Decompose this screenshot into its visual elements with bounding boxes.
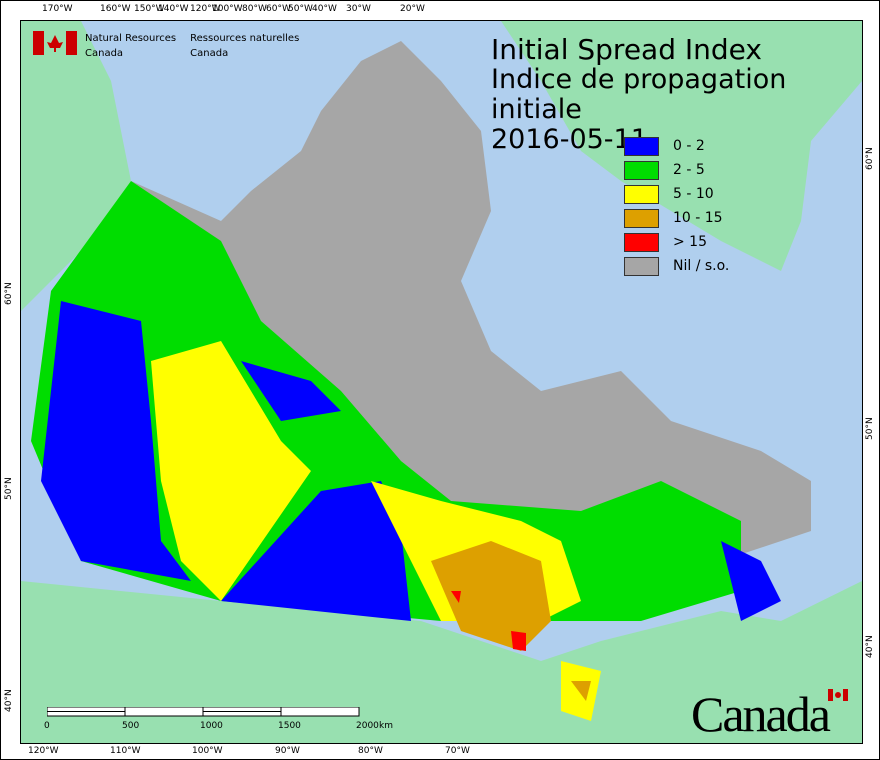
top-tick-label: 20°W xyxy=(400,4,425,14)
canada-flag-icon xyxy=(33,31,77,55)
legend: 0 - 2 2 - 5 5 - 10 10 - 15 > 15 Nil / s.o. xyxy=(624,134,729,278)
legend-swatch xyxy=(624,184,659,204)
title-date: 2016-05-11 xyxy=(491,124,648,155)
scale-unit: km xyxy=(379,721,393,731)
left-tick-label: 40°N xyxy=(4,689,14,712)
agency-fr-2: Canada xyxy=(190,48,229,59)
top-tick-label: 170°W xyxy=(42,4,73,14)
isi-yellow xyxy=(151,341,601,721)
top-tick-label: 120°W xyxy=(190,4,221,14)
right-tick-label: 40°N xyxy=(865,635,875,658)
isi-map xyxy=(21,21,862,743)
left-tick-label: 60°N xyxy=(4,282,14,305)
bottom-tick-label: 100°W xyxy=(192,746,223,756)
legend-swatch xyxy=(624,256,659,276)
canada-nil xyxy=(131,41,811,561)
isi-red xyxy=(451,591,526,651)
scale-label: 1500 xyxy=(278,721,301,731)
legend-label: > 15 xyxy=(673,234,707,250)
legend-label: Nil / s.o. xyxy=(673,258,730,274)
scale-label: 2000 xyxy=(356,721,379,731)
legend-item: 5 - 10 xyxy=(624,182,729,206)
top-tick-label: 40°W xyxy=(312,4,337,14)
top-tick-label: 30°W xyxy=(346,4,371,14)
top-tick-label: 100°W xyxy=(212,4,243,14)
right-tick-label: 50°N xyxy=(865,417,875,440)
wordmark-flag-icon xyxy=(828,689,848,701)
legend-label: 10 - 15 xyxy=(673,210,723,226)
legend-item: 10 - 15 xyxy=(624,206,729,230)
legend-item: 0 - 2 xyxy=(624,134,729,158)
title-en: Initial Spread Index xyxy=(491,33,762,66)
top-tick-label: 140°W xyxy=(158,4,189,14)
us-land xyxy=(21,581,862,743)
bottom-tick-label: 90°W xyxy=(275,746,300,756)
isi-orange xyxy=(431,541,591,701)
map-canvas: Natural Resources Canada Ressources natur… xyxy=(20,20,863,744)
greenland-land xyxy=(501,21,862,271)
bottom-tick-label: 120°W xyxy=(28,746,59,756)
top-tick-label: 50°W xyxy=(288,4,313,14)
top-tick-label: 80°W xyxy=(242,4,267,14)
bottom-tick-label: 70°W xyxy=(445,746,470,756)
top-tick-label: 160°W xyxy=(100,4,131,14)
scale-label: 1000 xyxy=(200,721,223,731)
nrcan-signature: Natural Resources Canada Ressources natur… xyxy=(33,31,299,61)
title-fr: Indice de propagation initiale xyxy=(491,64,787,125)
map-title: Initial Spread Index Indice de propagati… xyxy=(491,35,862,155)
top-tick-label: 60°W xyxy=(266,4,291,14)
scale-label: 500 xyxy=(122,721,140,731)
agency-en-2: Canada xyxy=(85,48,124,59)
legend-item: Nil / s.o. xyxy=(624,254,729,278)
bottom-tick-label: 80°W xyxy=(358,746,383,756)
isi-blue xyxy=(41,301,781,621)
legend-label: 2 - 5 xyxy=(673,162,705,178)
wordmark-text: Canada xyxy=(691,686,831,742)
alaska-land xyxy=(21,21,131,311)
bottom-tick-label: 110°W xyxy=(110,746,141,756)
legend-swatch xyxy=(624,232,659,252)
legend-swatch xyxy=(624,136,659,156)
scale-label: 0 xyxy=(44,721,50,731)
left-tick-label: 50°N xyxy=(4,477,14,500)
legend-item: 2 - 5 xyxy=(624,158,729,182)
agency-fr-1: Ressources naturelles xyxy=(190,33,300,44)
legend-swatch xyxy=(624,208,659,228)
legend-swatch xyxy=(624,160,659,180)
legend-label: 5 - 10 xyxy=(673,186,714,202)
agency-en-1: Natural Resources xyxy=(85,33,177,44)
top-tick-label: 150°W xyxy=(134,4,165,14)
right-tick-label: 60°N xyxy=(865,147,875,170)
scale-bar: 0 500 1000 1500 2000 km xyxy=(44,706,407,741)
legend-label: 0 - 2 xyxy=(673,138,705,154)
legend-item: > 15 xyxy=(624,230,729,254)
canada-wordmark: Canada xyxy=(691,685,848,743)
